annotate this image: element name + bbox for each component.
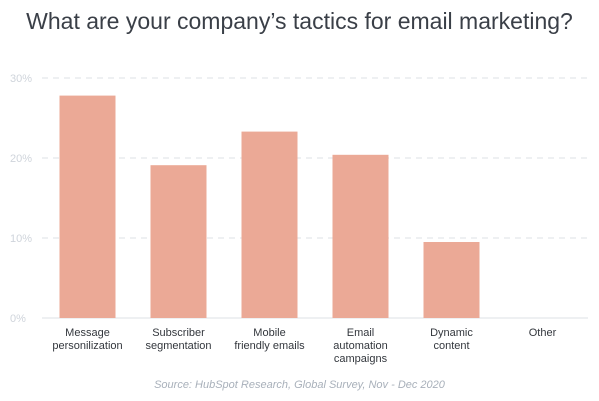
bar xyxy=(241,131,298,318)
bar xyxy=(423,242,480,318)
bar xyxy=(150,165,207,318)
x-tick-label: Mobile friendly emails xyxy=(234,327,305,352)
x-tick-label: Other xyxy=(529,327,557,339)
y-tick-label: 20% xyxy=(10,153,32,165)
x-tick-label: Subscriber segmentation xyxy=(145,327,211,352)
y-tick-label: 10% xyxy=(10,233,32,245)
x-tick-label: Email automation campaigns xyxy=(333,327,387,365)
bar xyxy=(332,154,389,318)
x-tick-label: Dynamic content xyxy=(430,327,473,352)
y-tick-label: 0% xyxy=(10,313,26,325)
chart-title: What are your company’s tactics for emai… xyxy=(26,8,573,34)
y-tick-label: 30% xyxy=(10,73,32,85)
bar xyxy=(59,95,116,318)
source-note: Source: HubSpot Research, Global Survey,… xyxy=(154,379,445,391)
x-tick-label: Message personilization xyxy=(52,327,122,352)
